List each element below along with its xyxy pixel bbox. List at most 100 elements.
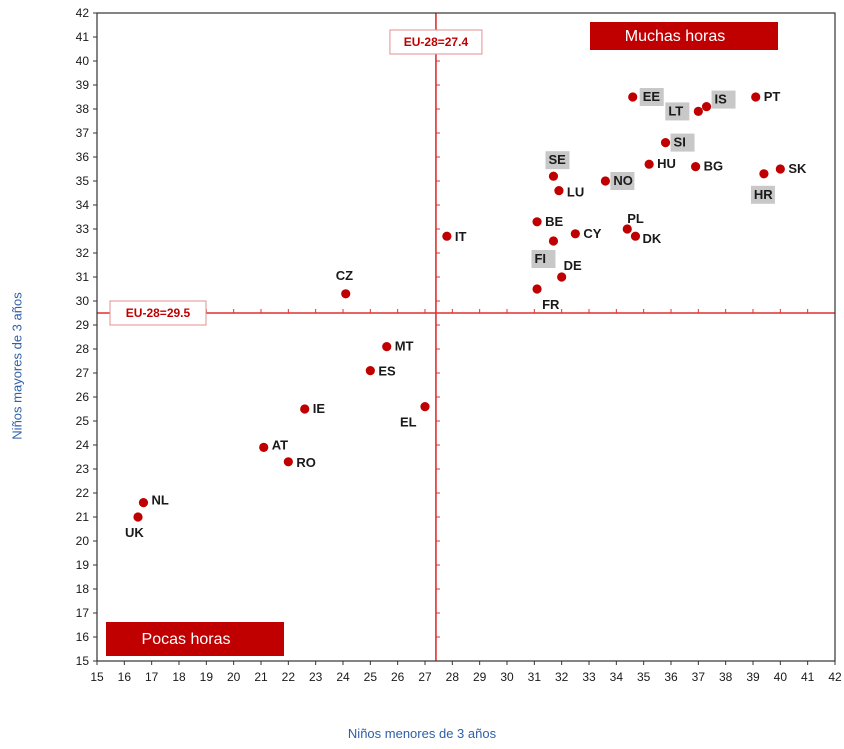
- x-axis-ticks: 15 16 17 18 19 20 21 22 23 24 25 26 27 28 29 30 31 32 33 34…: [90, 661, 842, 684]
- data-point: [283, 457, 293, 467]
- y-tick-label: 31: [76, 270, 90, 284]
- plot-frame: [96, 12, 836, 662]
- y-tick-label: 16: [76, 630, 90, 644]
- reference-label-y: EU-28=29.5: [126, 306, 191, 320]
- y-tick-label: 40: [76, 54, 90, 68]
- x-tick-label: 35: [637, 670, 651, 684]
- data-point: [365, 366, 375, 376]
- quadrant-box-low: [106, 622, 284, 656]
- point-label: LU: [567, 185, 584, 200]
- y-tick-label: 33: [76, 222, 90, 236]
- data-point: [751, 92, 761, 102]
- data-point: [554, 186, 564, 196]
- data-point: [341, 289, 351, 299]
- point-label: ES: [378, 364, 396, 379]
- point-label: FI: [534, 251, 546, 266]
- y-tick-label: 26: [76, 390, 90, 404]
- y-tick-label: 17: [76, 606, 90, 620]
- x-tick-label: 23: [309, 670, 323, 684]
- x-tick-label: 39: [746, 670, 760, 684]
- y-axis-ticks: 15 16 17 18 19 20 21 22 23 24 25 26 27 28 29 30 31 32 33 34…: [76, 6, 97, 668]
- point-label: CZ: [336, 268, 353, 283]
- point-label: SK: [788, 161, 807, 176]
- y-tick-label: 23: [76, 462, 90, 476]
- point-label: BE: [545, 214, 563, 229]
- x-tick-label: 19: [200, 670, 214, 684]
- reference-label-x: EU-28=27.4: [404, 35, 469, 49]
- point-label-highlight: [750, 185, 775, 204]
- y-tick-label: 41: [76, 30, 90, 44]
- y-axis-title: Niños mayores de 3 años: [9, 292, 25, 440]
- quadrant-label-low: Pocas horas: [142, 631, 231, 648]
- x-tick-label: 36: [664, 670, 678, 684]
- y-tick-label: 38: [76, 102, 90, 116]
- reference-label-box-y: [109, 300, 207, 326]
- y-tick-label: 21: [76, 510, 90, 524]
- point-label: IT: [455, 229, 467, 244]
- x-tick-label: 41: [801, 670, 815, 684]
- x-tick-label: 24: [336, 670, 350, 684]
- data-point: [557, 272, 567, 282]
- y-tick-label: 42: [76, 6, 90, 20]
- x-tick-label: 34: [610, 670, 624, 684]
- y-tick-label: 36: [76, 150, 90, 164]
- point-label: DE: [564, 258, 582, 273]
- x-tick-label: 37: [692, 670, 706, 684]
- point-label: HU: [657, 156, 676, 171]
- point-label: DK: [642, 231, 661, 246]
- quadrant-label-high: Muchas horas: [625, 28, 726, 45]
- x-tick-label: 42: [828, 670, 842, 684]
- point-label-highlight: [545, 151, 570, 170]
- y-tick-label: 35: [76, 174, 90, 188]
- x-tick-label: 16: [118, 670, 132, 684]
- data-point: [442, 231, 452, 241]
- point-label: CY: [583, 226, 601, 241]
- data-point: [759, 169, 769, 179]
- data-point: [300, 404, 310, 414]
- quadrant-box-high: [590, 22, 778, 50]
- y-tick-label: 34: [76, 198, 90, 212]
- point-label: IE: [313, 401, 326, 416]
- data-points: EE LT IS PT SI HU BG SK HR SE NO LU BE PL DK CY FI IT DE FR…: [125, 88, 807, 540]
- data-point: [548, 171, 559, 181]
- point-label: SE: [548, 152, 566, 167]
- quadrant-labels: Muchas horas Pocas horas: [106, 22, 778, 656]
- data-point: [532, 284, 542, 294]
- point-label-highlight: [665, 102, 690, 121]
- data-point: [600, 176, 611, 186]
- x-tick-label: 33: [582, 670, 596, 684]
- x-tick-label: 28: [446, 670, 460, 684]
- y-tick-label: 22: [76, 486, 90, 500]
- y-tick-label: 24: [76, 438, 90, 452]
- x-tick-label: 31: [528, 670, 542, 684]
- point-label-highlight: [670, 133, 695, 152]
- point-label: PT: [764, 89, 781, 104]
- x-axis-title: Niños menores de 3 años: [347, 726, 497, 741]
- y-tick-label: 19: [76, 558, 90, 572]
- reference-label-box-x: [389, 29, 483, 55]
- point-label: MT: [395, 339, 414, 354]
- y-tick-label: 29: [76, 318, 90, 332]
- data-point: [644, 159, 654, 169]
- data-point: [701, 102, 712, 112]
- x-tick-label: 25: [364, 670, 378, 684]
- data-point: [628, 92, 638, 102]
- data-point: [420, 402, 430, 412]
- point-label-highlight: [610, 172, 635, 190]
- point-label: LT: [668, 103, 683, 118]
- y-tick-label: 28: [76, 342, 90, 356]
- point-label: UK: [125, 525, 144, 540]
- data-point: [570, 229, 580, 239]
- x-tick-label: 38: [719, 670, 733, 684]
- data-point: [548, 236, 559, 246]
- point-label: SI: [674, 135, 686, 150]
- reference-lines: EU-28=27.4 EU-28=29.5: [96, 12, 836, 662]
- point-label-highlight: [639, 88, 664, 106]
- y-tick-label: 30: [76, 294, 90, 308]
- y-tick-label: 27: [76, 366, 90, 380]
- y-tick-label: 20: [76, 534, 90, 548]
- x-tick-label: 32: [555, 670, 569, 684]
- y-tick-label: 15: [76, 654, 90, 668]
- data-point: [138, 498, 149, 508]
